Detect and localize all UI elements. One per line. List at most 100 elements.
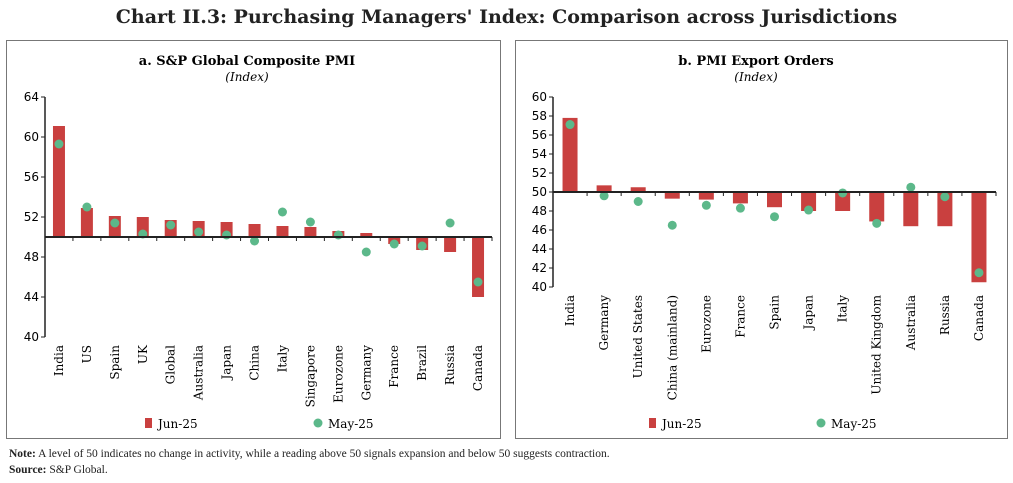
dot-may-25 [804,205,814,215]
bar-jun-25 [732,192,748,204]
legend-jun-25: Jun-25 [156,417,198,431]
note-text: A level of 50 indicates no change in act… [35,448,610,460]
y-tick-label: 46 [532,223,547,237]
x-tick-label: China [248,345,262,381]
bar-jun-25 [562,117,578,192]
panel-title: a. S&P Global Composite PMI [139,54,355,69]
x-tick-label: Eurozone [699,295,713,353]
x-tick-label: Russia [938,295,952,335]
y-tick-label: 52 [24,210,39,224]
x-tick-label: US [80,345,94,363]
dot-may-25 [417,241,427,251]
dot-may-25 [473,277,483,287]
bar-jun-25 [835,192,851,211]
bar-jun-25 [360,233,373,237]
x-tick-label: India [52,345,66,376]
y-tick-label: 60 [532,90,547,104]
dot-may-25 [250,236,260,246]
bar-jun-25 [52,126,65,237]
dot-may-25 [277,207,287,217]
x-tick-label: Eurozone [331,345,345,403]
dot-may-25 [389,239,399,249]
note: Note: A level of 50 indicates no change … [9,448,610,460]
dot-may-25 [305,217,315,227]
dot-may-25 [974,268,984,278]
y-tick-label: 44 [24,290,39,304]
bar-jun-25 [937,192,953,227]
y-tick-label: 58 [532,109,547,123]
y-tick-label: 40 [24,330,39,344]
bar-jun-25 [444,237,457,252]
x-tick-label: Canada [972,295,986,341]
x-tick-label: Canada [471,345,485,391]
x-tick-label: Germany [597,295,611,351]
legend-may-25: May-25 [831,417,877,431]
bar-jun-25 [630,187,646,192]
dot-may-25 [906,182,916,192]
y-tick-label: 42 [532,261,547,275]
dot-may-25 [599,191,609,201]
bar-jun-25 [971,192,987,283]
legend-may-25: May-25 [328,417,374,431]
x-tick-label: France [733,295,747,338]
panel-composite-pmi: a. S&P Global Composite PMI (Index) 40 44 48… [6,40,501,439]
y-tick-label: 48 [532,204,547,218]
x-tick-label: Australia [192,345,206,401]
dot-may-25 [633,197,643,206]
dot-may-25 [333,230,343,240]
x-tick-label: India [563,295,577,326]
y-tick-label: 60 [24,130,39,144]
bar-jun-25 [801,192,817,211]
x-tick-label: Australia [904,295,918,351]
dot-may-25 [166,220,176,230]
y-tick-label: 54 [532,147,547,161]
source-text: S&P Global. [46,464,108,476]
dot-may-25 [667,220,677,230]
panel-export-orders: b. PMI Export Orders (Index) 40 42 44 46 48 50 5… [515,40,1008,439]
dot-may-25 [54,139,64,149]
source: Source: S&P Global. [9,464,108,476]
panel-title: b. PMI Export Orders [678,54,833,69]
bar-jun-25 [767,192,782,208]
bar-jun-25 [304,227,317,237]
x-tick-label: Brazil [415,345,429,381]
dot-may-25 [940,192,950,202]
bar-jun-25 [248,224,261,237]
dot-may-25 [872,218,882,228]
x-tick-label: Italy [275,345,289,373]
x-tick-label: France [387,345,401,388]
y-tick-label: 48 [24,250,39,264]
y-tick-label: 64 [24,90,39,104]
legend-bar-swatch [145,418,152,428]
y-tick-label: 40 [532,280,547,294]
bar-jun-25 [80,208,93,237]
y-tick-label: 56 [532,128,547,142]
bar-jun-25 [903,192,919,227]
legend-dot-swatch [313,418,323,428]
x-tick-label: China (mainland) [665,295,679,400]
y-tick-label: 52 [532,166,547,180]
x-tick-label: Japan [220,345,234,382]
bar-jun-25 [472,237,485,297]
y-tick-label: 44 [532,242,547,256]
x-tick-label: Russia [443,345,457,385]
dot-may-25 [565,120,575,130]
dot-may-25 [110,218,120,228]
dot-may-25 [194,227,204,237]
dot-may-25 [82,202,92,212]
x-tick-label: Spain [768,295,782,330]
y-tick-label: 50 [532,185,547,199]
y-tick-label: 56 [24,170,39,184]
dot-may-25 [701,200,711,210]
x-tick-label: Germany [359,345,373,401]
dot-may-25 [222,230,232,240]
x-tick-label: Italy [836,295,850,323]
bar-jun-25 [276,226,289,237]
dot-may-25 [361,247,371,257]
x-tick-label: United Kingdom [870,294,884,394]
panel-subtitle: (Index) [225,70,269,84]
x-tick-label: Spain [108,345,122,380]
note-label: Note: [9,448,36,460]
legend-bar-swatch [649,418,656,428]
x-tick-label: Global [164,345,178,384]
